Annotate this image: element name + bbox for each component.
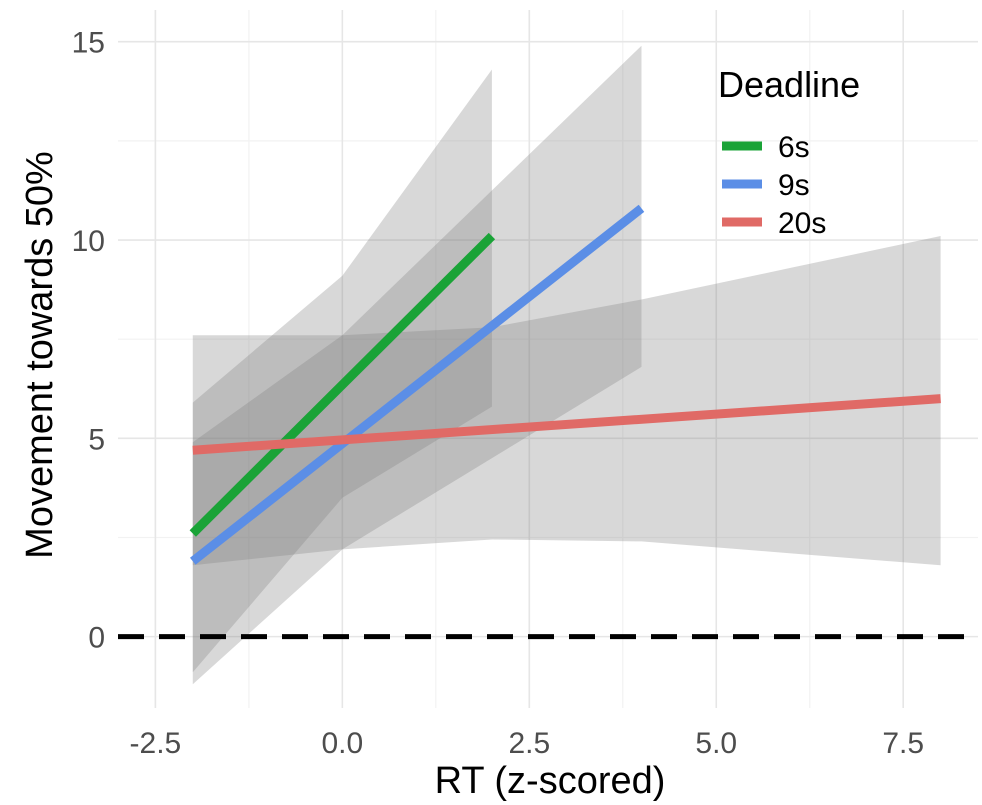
line-6s <box>189 232 496 537</box>
ribbon-6s <box>192 69 492 673</box>
legend-label-9s: 9s <box>778 169 810 202</box>
y-tick-label: 15 <box>72 27 105 60</box>
x-tick-label: 0.0 <box>321 727 363 760</box>
legend: Deadline 6s 9s 20s <box>718 64 860 240</box>
line-20s <box>192 394 941 455</box>
y-axis-ticks: 0 5 10 15 <box>72 27 105 655</box>
x-tick-label: -2.5 <box>130 727 182 760</box>
legend-items: 6s 9s 20s <box>722 131 826 240</box>
x-tick-label: 5.0 <box>695 727 737 760</box>
legend-title: Deadline <box>718 64 860 105</box>
y-axis-title: Movement towards 50% <box>19 151 61 559</box>
y-tick-label: 5 <box>88 423 105 456</box>
legend-label-6s: 6s <box>778 131 810 164</box>
y-tick-label: 10 <box>72 225 105 258</box>
confidence-ribbons <box>192 45 941 685</box>
ribbon-9s <box>192 45 642 685</box>
x-axis-title: RT (z-scored) <box>435 760 666 802</box>
x-tick-label: 2.5 <box>508 727 550 760</box>
y-tick-label: 0 <box>88 622 105 655</box>
line-9s <box>190 204 645 565</box>
legend-label-20s: 20s <box>778 207 826 240</box>
series-lines <box>189 204 941 565</box>
x-axis-ticks: -2.5 0.0 2.5 5.0 7.5 <box>130 727 925 760</box>
x-tick-label: 7.5 <box>882 727 924 760</box>
ribbon-20s <box>192 236 941 566</box>
minor-gridlines <box>118 10 978 708</box>
